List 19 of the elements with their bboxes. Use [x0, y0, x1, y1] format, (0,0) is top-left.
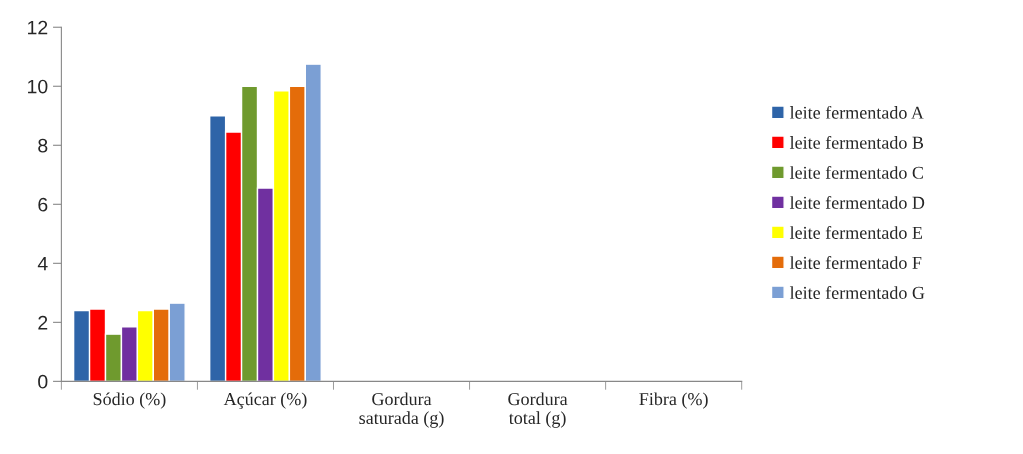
y-tick-label: 10: [28, 79, 48, 94]
x-tick-label: Gordura saturada (g): [359, 392, 444, 428]
x-tick-label: Sódio (%): [93, 392, 166, 409]
x-tick-label: Fibra (%): [639, 392, 708, 409]
legend-label: leite fermentado D: [789, 195, 925, 209]
legend-label: leite fermentado C: [789, 165, 923, 179]
x-tick-label: Gordura total (g): [508, 392, 568, 428]
y-tick-label: 8: [38, 138, 48, 153]
x-tick-label: Açúcar (%): [223, 392, 307, 409]
y-tick-label: 6: [38, 197, 48, 212]
y-tick-label: 12: [28, 20, 48, 35]
legend-label: leite fermentado E: [789, 226, 923, 239]
y-tick-label: 0: [38, 374, 48, 389]
legend-label: leite fermentado B: [789, 135, 924, 149]
legend-label: leite fermentado G: [789, 286, 925, 299]
y-tick-label: 4: [37, 256, 48, 271]
legend-label: leite fermentado F: [789, 256, 922, 269]
y-tick-label: 2: [38, 315, 48, 330]
legend-label: leite fermentado A: [789, 105, 924, 119]
